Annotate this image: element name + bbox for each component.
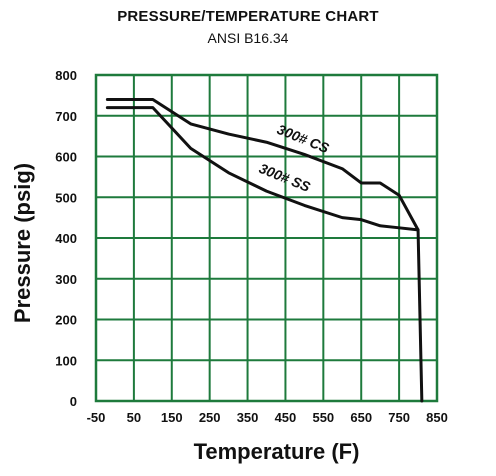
y-tick-label-7: 700 <box>55 109 77 124</box>
x-tick-label-8: 750 <box>388 410 410 425</box>
x-tick-label-5: 450 <box>275 410 297 425</box>
y-tick-label-4: 400 <box>55 231 77 246</box>
x-tick-label-7: 650 <box>350 410 372 425</box>
plot-border <box>94 73 439 403</box>
series-line-1 <box>105 106 420 232</box>
y-tick-label-8: 800 <box>55 68 77 83</box>
y-tick-label-0: 0 <box>70 394 77 409</box>
x-tick-label-2: 150 <box>161 410 183 425</box>
plot-frame <box>94 73 439 403</box>
x-tick-label-3: 250 <box>199 410 221 425</box>
x-tick-labels: -50 50 150 250 350 450 550 650 750 850 <box>87 410 448 425</box>
y-axis-label: Pressure (psig) <box>10 163 35 323</box>
y-tick-labels: 0 100 200 300 400 500 600 700 800 <box>55 68 77 409</box>
x-tick-label-1: 50 <box>127 410 141 425</box>
x-tick-label-6: 550 <box>312 410 334 425</box>
y-tick-label-2: 200 <box>55 313 77 328</box>
series-line-0 <box>105 97 424 403</box>
grid <box>95 74 438 402</box>
x-tick-label-0: -50 <box>87 410 106 425</box>
y-tick-label-6: 600 <box>55 150 77 165</box>
x-tick-label-9: 850 <box>426 410 448 425</box>
axis-labels: Temperature (F) Pressure (psig) <box>10 163 359 464</box>
y-tick-label-1: 100 <box>55 353 77 368</box>
y-tick-label-3: 300 <box>55 272 77 287</box>
chart-subtitle: ANSI B16.34 <box>207 30 289 46</box>
x-tick-label-4: 350 <box>237 410 259 425</box>
x-axis-label: Temperature (F) <box>194 439 360 464</box>
y-tick-label-5: 500 <box>55 190 77 205</box>
chart-title: PRESSURE/TEMPERATURE CHART <box>117 8 379 25</box>
